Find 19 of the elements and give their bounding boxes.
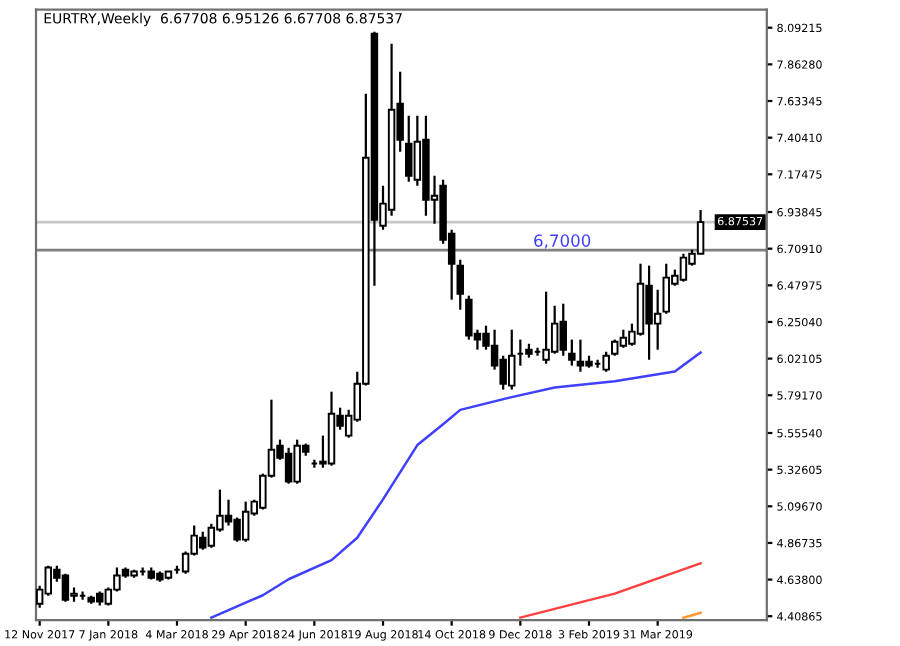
candlestick: [456, 258, 464, 311]
candlestick: [653, 288, 662, 351]
candlestick: [284, 446, 293, 485]
candlestick: [602, 350, 610, 373]
candlestick: [405, 114, 413, 183]
candlestick: [559, 302, 567, 357]
candlestick: [207, 522, 216, 549]
candlestick: [679, 252, 688, 283]
candlestick: [550, 304, 559, 355]
candlestick: [568, 338, 576, 367]
ref-line-label: 6,7000: [534, 234, 591, 249]
candlestick: [241, 500, 250, 543]
line-series: [210, 351, 702, 619]
candlestick: [293, 438, 301, 485]
candlestick: [61, 572, 70, 603]
candlestick: [619, 328, 628, 349]
candlestick: [576, 338, 585, 373]
candlestick: [645, 264, 653, 361]
candlestick: [542, 290, 550, 365]
